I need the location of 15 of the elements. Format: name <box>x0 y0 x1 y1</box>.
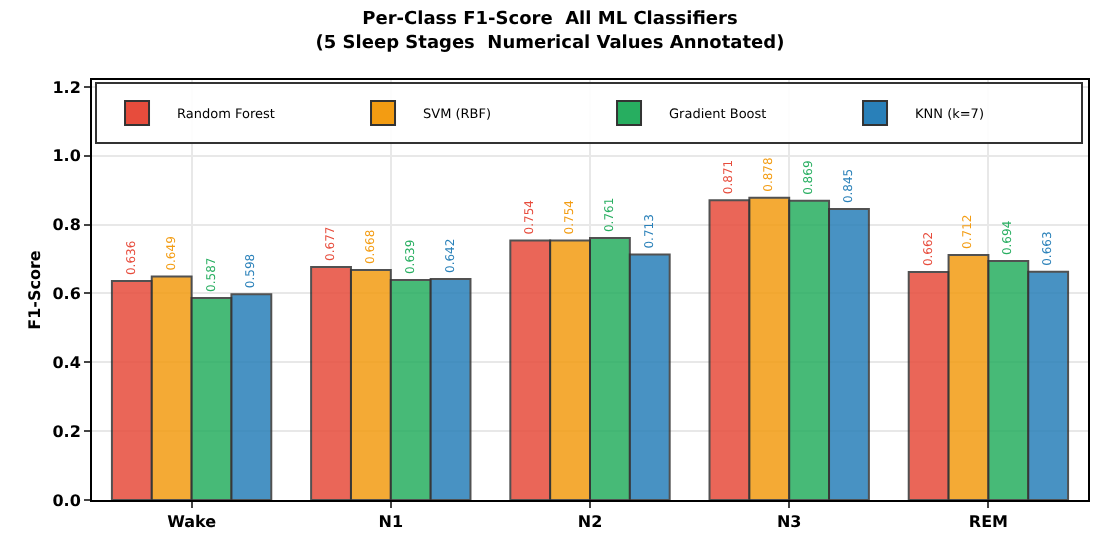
x-tick-label: N2 <box>577 513 603 532</box>
y-axis-title: F1-Score <box>26 249 44 330</box>
x-tick-label: N1 <box>378 513 404 532</box>
y-tick-label: 1.0 <box>52 147 82 166</box>
x-tick-label: N3 <box>776 513 802 532</box>
chart-subtitle: (5 Sleep Stages Numerical Values Annotated) <box>315 33 785 54</box>
y-tick-label: 0.2 <box>52 422 81 441</box>
y-tick-label: 1.2 <box>52 78 81 97</box>
x-tick-label: REM <box>968 513 1009 532</box>
y-tick-label: 0.4 <box>52 353 82 372</box>
chart-title: Per-Class F1-Score All ML Classifiers <box>362 10 738 31</box>
y-tick-label: 0.0 <box>52 491 82 510</box>
y-tick-label: 0.6 <box>52 285 82 304</box>
y-tick-label: 0.8 <box>52 216 82 235</box>
x-tick-label: Wake <box>167 513 218 532</box>
